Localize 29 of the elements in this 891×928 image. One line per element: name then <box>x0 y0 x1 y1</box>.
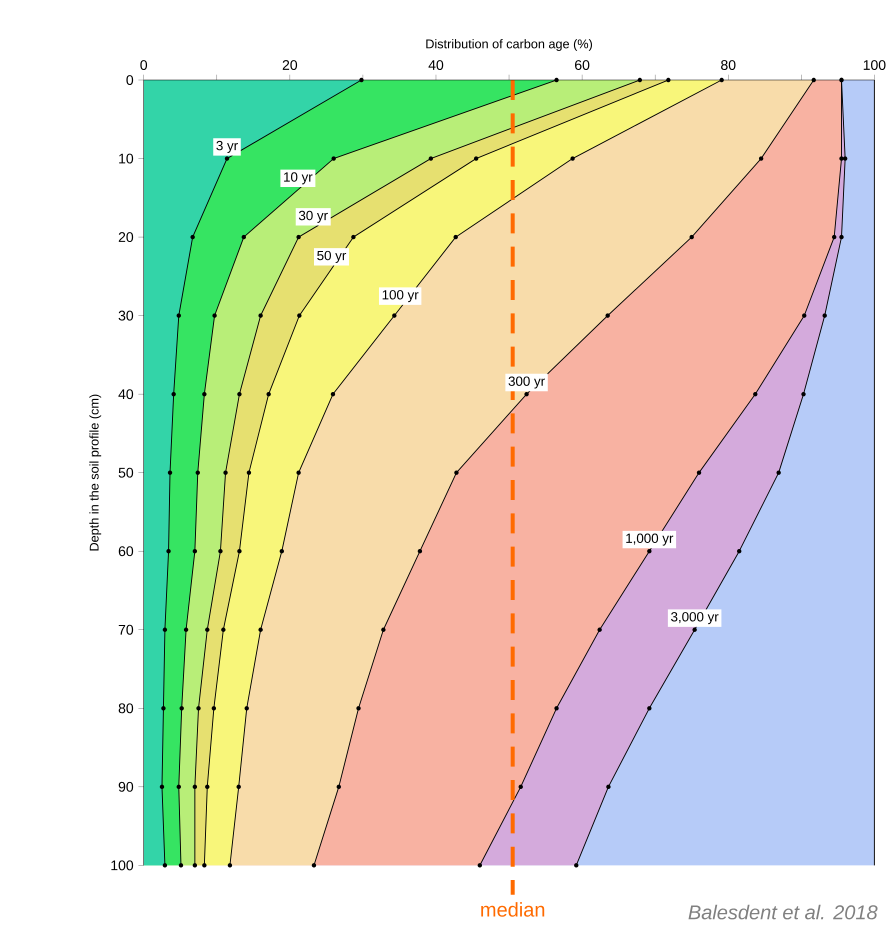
y-tick-label: 30 <box>118 310 134 321</box>
annotation: 10 yr <box>284 172 312 184</box>
y-tick-label: 60 <box>118 546 134 556</box>
x-tick-label: 20 <box>282 60 298 70</box>
y-tick-label: 40 <box>118 389 134 400</box>
y-axis-title: Depth in the soil profile (cm) <box>89 394 102 550</box>
annotation: 30 yr <box>298 210 328 223</box>
y-tick-label: 70 <box>118 624 134 635</box>
x-tick-label: 0 <box>140 60 148 70</box>
annotation: 1,000 yr <box>626 534 674 546</box>
annotation: 100 yr <box>382 290 418 302</box>
annotation: 50 yr <box>317 250 346 263</box>
x-tick-label: 80 <box>721 60 736 70</box>
y-tick-label: 90 <box>118 782 134 792</box>
x-tick-label: 60 <box>575 60 590 70</box>
y-tick-label: 20 <box>118 232 134 242</box>
y-tick-label: 0 <box>126 75 134 85</box>
x-tick-label: 40 <box>428 60 444 70</box>
ref-line-label: median <box>481 902 544 917</box>
y-tick-label: 100 <box>111 860 134 870</box>
y-tick-label: 10 <box>119 154 134 164</box>
annotation: 300 yr <box>508 376 545 389</box>
y-tick-label: 50 <box>118 468 134 478</box>
x-axis-title: Distribution of carbon age (%) <box>426 39 592 51</box>
annotation: 3,000 yr <box>671 612 718 624</box>
y-tick-label: 80 <box>118 703 134 714</box>
x-tick-label: 100 <box>864 60 886 70</box>
annotation: 3 yr <box>216 140 238 153</box>
text: Balesdent et al. 2018 <box>688 904 878 920</box>
